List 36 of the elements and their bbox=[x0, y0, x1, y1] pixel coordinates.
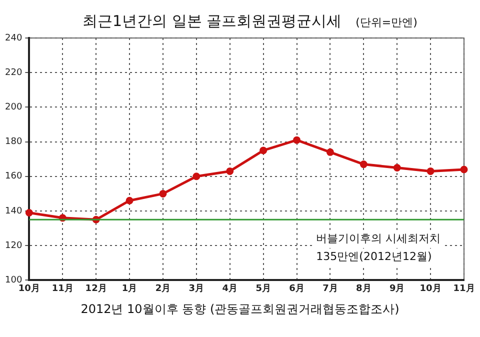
x-tick-label: 6月 bbox=[289, 282, 304, 294]
point bbox=[293, 136, 301, 144]
point bbox=[460, 166, 468, 174]
x-tick-label: 9月 bbox=[389, 282, 405, 294]
point bbox=[360, 160, 368, 168]
y-tick-label: 160 bbox=[4, 172, 22, 182]
y-tick-label: 140 bbox=[4, 206, 22, 216]
x-tick-label: 4月 bbox=[222, 282, 238, 294]
point bbox=[126, 196, 134, 204]
x-tick-label: 1月 bbox=[122, 282, 138, 294]
x-tick-label: 5月 bbox=[256, 282, 271, 294]
y-tick-label: 220 bbox=[4, 68, 22, 78]
x-tick-label: 8月 bbox=[356, 282, 372, 294]
x-tick-label: 11月 bbox=[453, 282, 475, 294]
y-tick-label: 240 bbox=[4, 33, 22, 44]
point bbox=[159, 190, 167, 198]
x-tick-label: 7月 bbox=[322, 282, 338, 294]
point bbox=[25, 208, 33, 216]
x-tick-label: 11月 bbox=[52, 282, 74, 294]
y-tick-label: 120 bbox=[4, 240, 22, 251]
y-tick-label: 200 bbox=[4, 102, 22, 113]
x-tick-label: 3月 bbox=[188, 282, 204, 294]
y-tick-label: 180 bbox=[4, 137, 22, 148]
ref-line-label: 버블기이후의 시세최저치 135만엔(2012년12월) bbox=[316, 232, 441, 264]
point bbox=[192, 172, 200, 180]
point bbox=[393, 164, 401, 172]
point bbox=[326, 148, 334, 156]
x-tick-label: 2月 bbox=[155, 282, 171, 294]
point bbox=[426, 167, 434, 175]
point bbox=[260, 146, 268, 154]
point bbox=[226, 167, 234, 175]
chart-title: 최근1년간의 일본 골프회원권평균시세 bbox=[82, 12, 342, 30]
x-tick-label: 10月 bbox=[420, 282, 442, 294]
chart-subtitle: (단위=만엔) bbox=[356, 16, 418, 29]
x-tick-label: 12月 bbox=[85, 282, 107, 294]
text: 2012년 10월이후 동향 (관동골프회원권거래협동조합조사) bbox=[80, 302, 400, 316]
